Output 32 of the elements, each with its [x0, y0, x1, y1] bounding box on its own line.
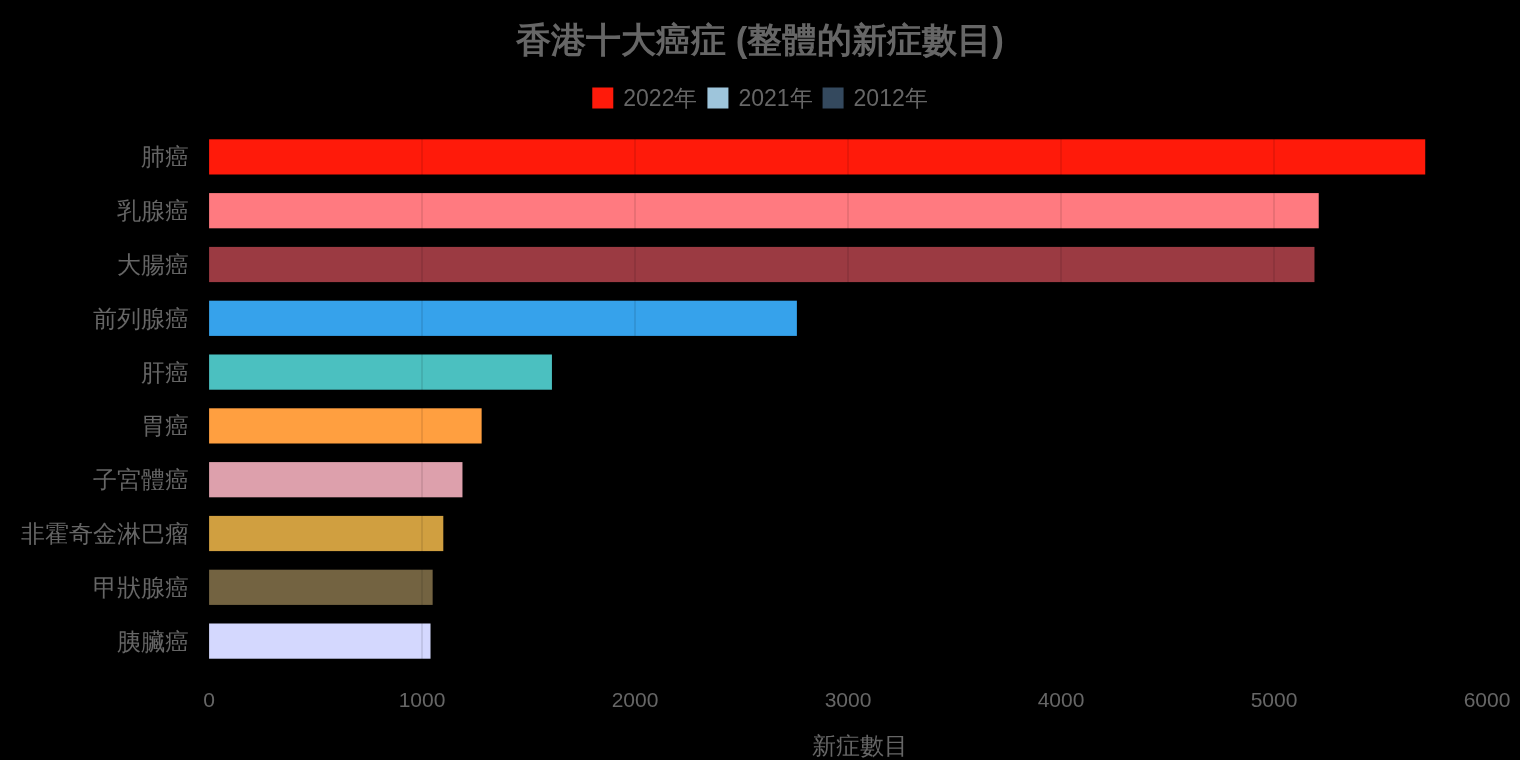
x-tick-label: 1000 — [398, 688, 446, 712]
x-tick-label: 0 — [203, 688, 215, 712]
chart-title: 香港十大癌症 (整體的新症數目) — [514, 20, 1005, 60]
bar — [209, 300, 797, 336]
x-axis-title: 新症數目 — [812, 732, 908, 759]
bar — [209, 408, 482, 444]
y-tick-label: 子宮體癌 — [93, 466, 189, 494]
legend-label: 2012年 — [853, 85, 928, 112]
y-tick-label: 胰臟癌 — [117, 627, 189, 655]
y-tick-label: 非霍奇金淋巴瘤 — [21, 519, 189, 547]
y-tick-label: 前列腺癌 — [93, 304, 189, 332]
bar — [209, 354, 552, 390]
bar — [209, 462, 463, 498]
y-tick-label: 肺癌 — [141, 143, 189, 171]
x-tick-label: 4000 — [1037, 688, 1085, 712]
y-tick-label: 甲狀腺癌 — [93, 573, 189, 601]
bar — [209, 193, 1319, 229]
y-tick-label: 肝癌 — [141, 358, 189, 386]
bar — [209, 569, 433, 605]
y-tick-label: 胃癌 — [141, 412, 189, 440]
bar — [209, 515, 444, 552]
y-tick-label: 大腸癌 — [117, 250, 189, 278]
bar — [209, 139, 1426, 175]
x-tick-label: 5000 — [1250, 688, 1298, 712]
bar — [209, 246, 1315, 283]
bar — [209, 623, 431, 659]
x-tick-label: 6000 — [1463, 688, 1511, 712]
x-tick-label: 3000 — [824, 688, 872, 712]
legend-label: 2022年 — [623, 85, 698, 112]
x-tick-label: 2000 — [611, 688, 659, 712]
y-tick-label: 乳腺癌 — [117, 197, 189, 225]
legend-label: 2021年 — [738, 85, 813, 112]
